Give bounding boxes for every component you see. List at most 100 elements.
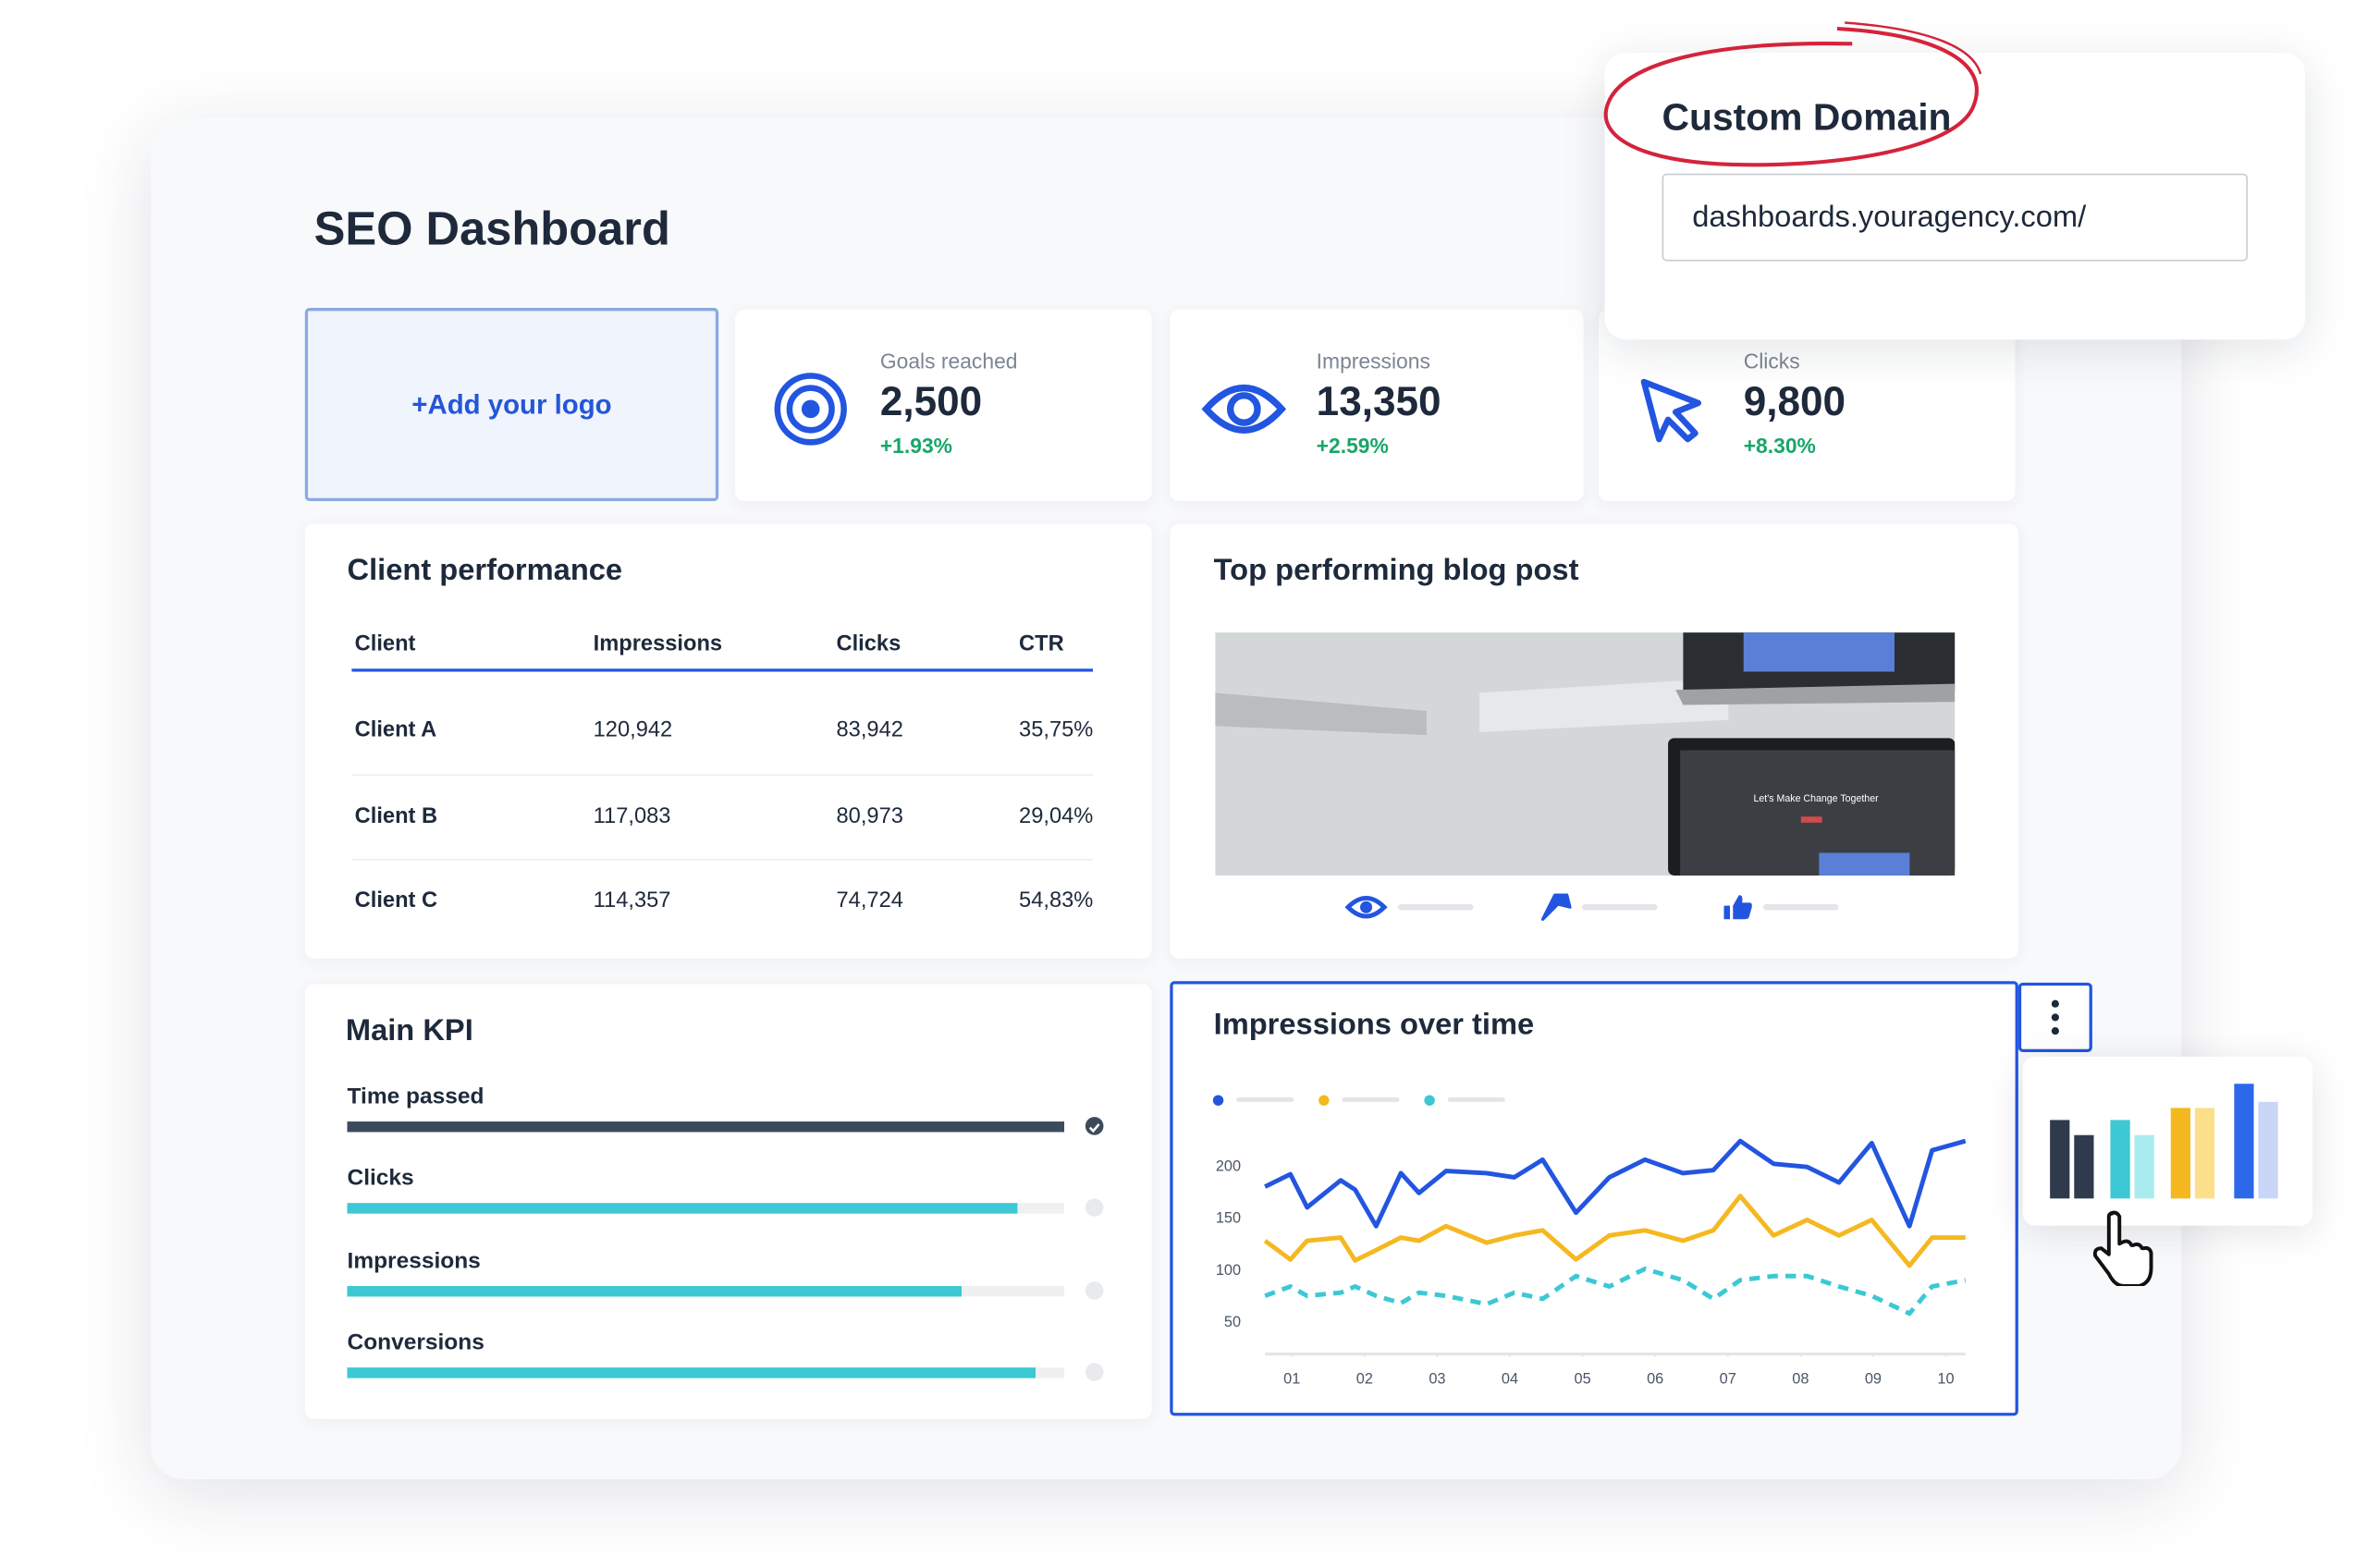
table-cell: 83,942 [836,718,903,743]
stat-value: 2,500 [879,378,983,424]
eye-icon [1201,385,1287,434]
blog-card: Top performing blog post Let's Make Chan… [1170,523,2018,959]
stat-card: Impressions 13,350 +2.59% [1170,309,1584,502]
column-header: Clicks [836,632,901,657]
kpi-label: Impressions [347,1247,481,1274]
blog-stats-row [1344,893,1839,921]
progress-track [347,1203,1065,1215]
logo-text: +Add your logo [411,388,612,420]
client-performance-card: Client performance Client Impressions Clic… [304,523,1152,959]
line-chart: Impressions over time 50 100 150 200 01 02 03 0… [1212,1006,1967,1388]
header-rule [351,668,1094,672]
chart-card: Impressions over time 50 100 150 200 01 02 03 0… [1170,981,2018,1416]
status-dot [1085,1280,1104,1300]
legend-dot [1318,1095,1330,1106]
row-separator [351,773,1094,776]
main-kpi-card: Main KPI Time passed Clicks Impressions Con… [304,984,1152,1419]
stat-card: Goals reached 2,500 +1.93% [735,309,1152,502]
highlight-circle [1603,21,1982,167]
progress-bar [347,1121,1065,1133]
table-cell: 80,973 [836,803,903,828]
status-dot [1085,1363,1104,1381]
stat-change: +2.59% [1316,433,1389,458]
chart-type-panel[interactable] [2022,1056,2313,1226]
stat-value: 9,800 [1743,378,1846,424]
bar-chart-icon [2050,1084,2278,1199]
dashboard-title: SEO Dashboard [313,202,670,255]
kpi-label: Conversions [347,1329,484,1355]
x-tick-label: 04 [1502,1371,1518,1388]
x-tick-label: 05 [1574,1371,1590,1388]
table-cell: Client B [354,803,438,828]
row-separator [351,858,1094,861]
chart-title: Impressions over time [1214,1006,1535,1040]
stat-change: +1.93% [879,433,952,458]
legend-dot [1212,1095,1224,1106]
legend-dot [1424,1095,1435,1106]
stat-label: Goals reached [879,349,1018,374]
table-cell: 117,083 [593,803,671,828]
card-title: Main KPI [345,1014,473,1048]
stat-label: Clicks [1743,349,1800,374]
table-cell: Client C [354,888,438,913]
column-header: CTR [1019,632,1064,657]
progress-track [347,1367,1065,1378]
check-icon [1085,1117,1104,1135]
table-cell: Client A [354,718,437,743]
progress-bar [347,1285,963,1296]
legend-bar [1342,1096,1400,1102]
y-tick-label: 150 [1216,1210,1241,1227]
column-header: Client [354,632,416,657]
legend-bar [1447,1096,1505,1102]
kpi-label: Clicks [347,1165,414,1192]
custom-domain-card: Custom Domain dashboards.youragency.com/ [1603,21,2306,340]
x-tick-label: 09 [1865,1371,1882,1388]
x-tick-label: 08 [1792,1371,1809,1388]
table-cell: 74,724 [836,888,903,913]
x-tick-label: 07 [1720,1371,1736,1388]
stat-value: 13,350 [1316,378,1441,424]
kpi-label: Time passed [347,1084,484,1109]
card-title: Client performance [347,554,623,588]
cursor-icon [1640,378,1701,443]
stat-card: Clicks 9,800 +8.30% [1598,309,2016,502]
blog-image[interactable]: Let's Make Change Together [1215,632,1956,876]
menu-button[interactable] [2017,982,2092,1052]
table-cell: 120,942 [593,718,673,743]
custom-domain-title: Custom Domain [1662,96,1952,140]
x-tick-label: 06 [1647,1371,1663,1388]
hand-cursor [2092,1210,2153,1287]
table-cell: 114,357 [593,888,671,913]
domain-input[interactable]: dashboards.youragency.com/ [1662,173,2249,262]
domain-url: dashboards.youragency.com/ [1692,200,2087,234]
x-tick-label: 02 [1356,1371,1373,1388]
logo-placeholder[interactable]: +Add your logo [304,308,719,502]
table-cell: 35,75% [1019,718,1094,743]
x-tick-label: 03 [1429,1371,1445,1388]
x-tick-label: 01 [1283,1371,1300,1388]
progress-bar [347,1367,1036,1378]
line-series [1264,1138,1967,1229]
check [1088,1123,1100,1133]
legend-bar [1236,1096,1294,1102]
y-tick-label: 100 [1216,1262,1241,1279]
column-header: Impressions [593,632,723,657]
x-tick-label: 10 [1937,1371,1954,1388]
stat-change: +8.30% [1743,433,1816,458]
status-dot [1085,1198,1104,1218]
line-series [1264,1266,1967,1317]
kebab-icon [2051,999,2059,1035]
table-cell: 29,04% [1019,803,1094,828]
target-icon [774,373,847,446]
blog-image-text: Let's Make Change Together [1754,793,1880,804]
progress-track [347,1285,1065,1296]
y-tick-label: 50 [1224,1314,1241,1330]
card-title: Top performing blog post [1213,554,1579,588]
progress-bar [347,1203,1018,1215]
line-series [1263,1194,1966,1268]
stat-label: Impressions [1316,349,1430,374]
progress-track [347,1121,1065,1133]
y-tick-label: 200 [1216,1158,1241,1175]
